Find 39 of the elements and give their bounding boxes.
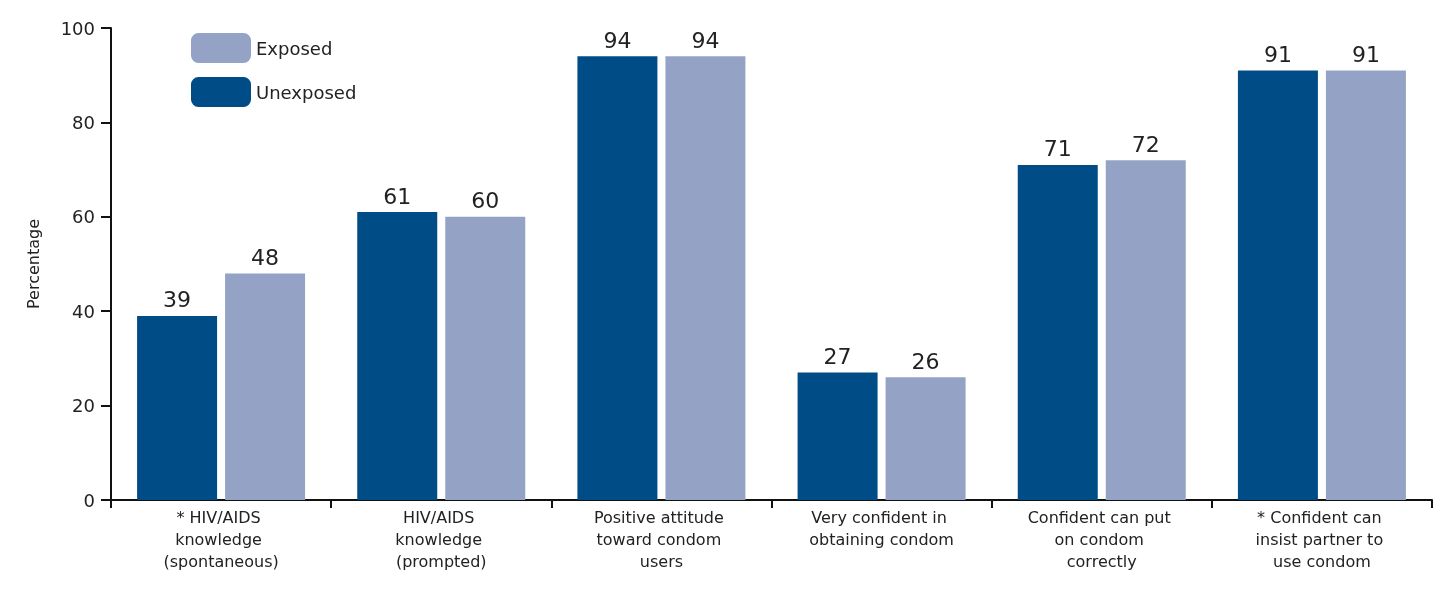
bar — [1237, 70, 1318, 500]
bar — [137, 315, 218, 500]
legend-label: Unexposed — [256, 81, 357, 103]
data-label: 94 — [691, 27, 720, 53]
data-label: 94 — [603, 27, 632, 53]
x-tick-label: Very confident in obtaining condom — [809, 507, 954, 549]
bar — [1017, 164, 1098, 500]
bar — [1105, 160, 1186, 500]
bar — [797, 372, 878, 500]
data-label: 48 — [251, 244, 280, 270]
x-tick-label: HIV/AIDS knowledge (prompted) — [395, 507, 488, 571]
legend-label: Exposed — [256, 37, 333, 59]
x-tick-label: Positive attitude toward condom users — [593, 507, 729, 571]
data-label: 91 — [1263, 41, 1292, 67]
y-tick-label: 60 — [72, 206, 95, 228]
x-tick-label: * Confident can insist partner to use condom — [1255, 507, 1389, 571]
x-tick-label: * HIV/AIDS knowledge (spontaneous) — [163, 507, 279, 571]
bar — [357, 212, 438, 500]
y-tick-label: 20 — [72, 395, 95, 417]
x-tick-label: Confident can put on condom correctly — [1027, 507, 1176, 571]
y-axis-title: Percentage — [23, 218, 43, 310]
bar — [577, 56, 658, 500]
y-tick-label: 40 — [72, 300, 95, 322]
y-tick-label: 0 — [83, 489, 95, 511]
bar — [885, 377, 966, 500]
data-label: 61 — [383, 183, 412, 209]
bar — [665, 56, 746, 500]
data-label: 39 — [163, 287, 192, 313]
data-label: 27 — [823, 344, 852, 370]
data-label: 72 — [1131, 131, 1160, 157]
bar — [225, 273, 306, 500]
data-label: 60 — [471, 188, 500, 214]
bar — [1325, 70, 1406, 500]
data-label: 26 — [911, 348, 940, 374]
bar — [445, 216, 526, 500]
y-tick-label: 100 — [60, 17, 95, 39]
data-label: 91 — [1351, 41, 1380, 67]
data-label: 71 — [1043, 136, 1072, 162]
y-tick-label: 80 — [72, 111, 95, 133]
